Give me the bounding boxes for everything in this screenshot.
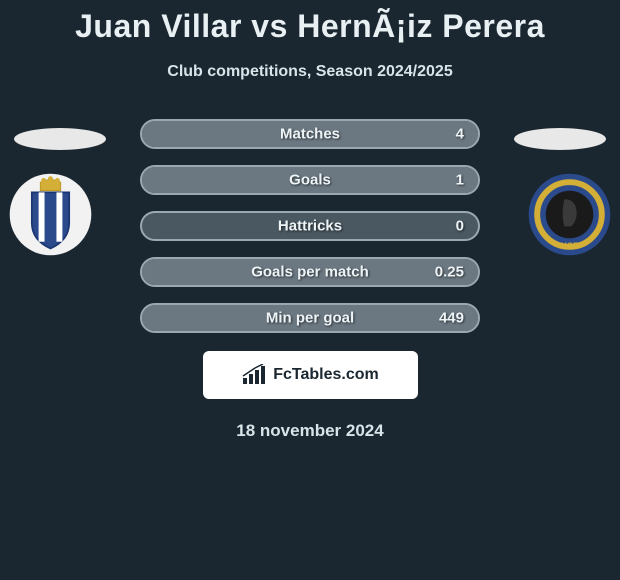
stat-value: 0.25 [435, 264, 464, 281]
club-badge-right: HCF [527, 172, 612, 257]
svg-text:HCF: HCF [561, 241, 578, 251]
stat-label: Goals per match [251, 264, 369, 281]
stat-value: 0 [456, 218, 464, 235]
stat-row: Min per goal 449 [140, 303, 480, 333]
club-crest-left-icon [8, 172, 93, 257]
stat-label: Min per goal [266, 310, 354, 327]
snapshot-date: 18 november 2024 [0, 421, 620, 441]
stat-label: Matches [280, 126, 340, 143]
bar-chart-icon [241, 364, 267, 386]
club-badge-left [8, 172, 93, 257]
stat-label: Hattricks [278, 218, 342, 235]
stat-row: Matches 4 [140, 119, 480, 149]
stat-row: Goals 1 [140, 165, 480, 195]
stat-row: Goals per match 0.25 [140, 257, 480, 287]
stat-value: 1 [456, 172, 464, 189]
comparison-title: Juan Villar vs HernÃ¡iz Perera [0, 0, 620, 45]
club-crest-right-icon: HCF [527, 172, 612, 257]
stat-value: 449 [439, 310, 464, 327]
fctables-label: FcTables.com [273, 366, 379, 384]
fctables-watermark[interactable]: FcTables.com [203, 351, 418, 399]
stat-row: Hattricks 0 [140, 211, 480, 241]
season-subtitle: Club competitions, Season 2024/2025 [0, 63, 620, 81]
stat-value: 4 [456, 126, 464, 143]
stat-label: Goals [289, 172, 331, 189]
